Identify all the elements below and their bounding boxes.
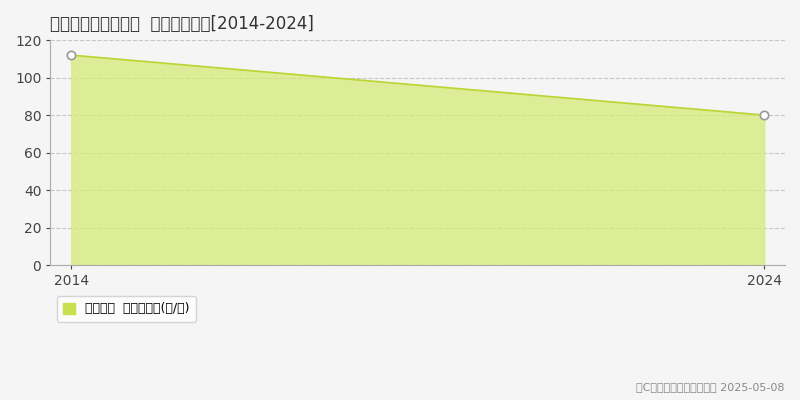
Text: 吾川郡仁淀川町大渡  林地価格推移[2014-2024]: 吾川郡仁淀川町大渡 林地価格推移[2014-2024] — [50, 15, 314, 33]
Text: （C）土地価格ドットコム 2025-05-08: （C）土地価格ドットコム 2025-05-08 — [635, 382, 784, 392]
Legend: 林地価格  平均坪単価(円/坪): 林地価格 平均坪単価(円/坪) — [57, 296, 196, 322]
